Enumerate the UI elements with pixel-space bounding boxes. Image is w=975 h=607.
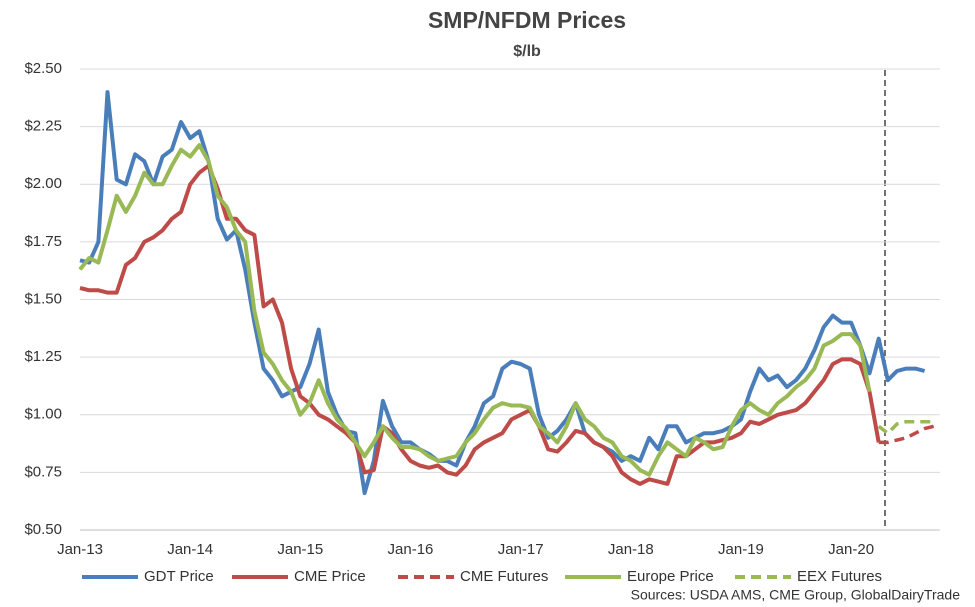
series-line (79, 163, 881, 486)
legend-label: EEX Futures (797, 568, 882, 585)
x-tick-label: Jan-16 (388, 541, 434, 558)
y-tick-label: $1.00 (24, 406, 62, 423)
legend-label: GDT Price (144, 568, 214, 585)
chart-subtitle: $/lb (513, 43, 541, 60)
legend-label: CME Price (294, 568, 366, 585)
x-tick-label: Jan-15 (277, 541, 323, 558)
y-tick-label: $1.75 (24, 233, 62, 250)
series-line (78, 143, 872, 477)
y-tick-label: $0.75 (24, 463, 62, 480)
y-tick-label: $0.50 (24, 521, 62, 538)
y-tick-label: $2.25 (24, 118, 62, 135)
x-tick-label: Jan-19 (718, 541, 764, 558)
source-note: Sources: USDA AMS, CME Group, GlobalDair… (631, 587, 961, 603)
series-line (878, 424, 935, 445)
x-tick-label: Jan-17 (498, 541, 544, 558)
series-line (877, 419, 934, 435)
x-tick-label: Jan-18 (608, 541, 654, 558)
chart-title: SMP/NFDM Prices (428, 7, 626, 33)
y-tick-label: $1.50 (24, 290, 62, 307)
legend-label: CME Futures (460, 568, 548, 585)
x-tick-label: Jan-13 (57, 541, 103, 558)
x-tick-label: Jan-20 (828, 541, 874, 558)
y-tick-label: $1.25 (24, 348, 62, 365)
y-tick-label: $2.50 (24, 60, 62, 77)
series-line (79, 90, 926, 496)
y-tick-label: $2.00 (24, 175, 62, 192)
legend-label: Europe Price (627, 568, 714, 585)
x-tick-label: Jan-14 (167, 541, 213, 558)
